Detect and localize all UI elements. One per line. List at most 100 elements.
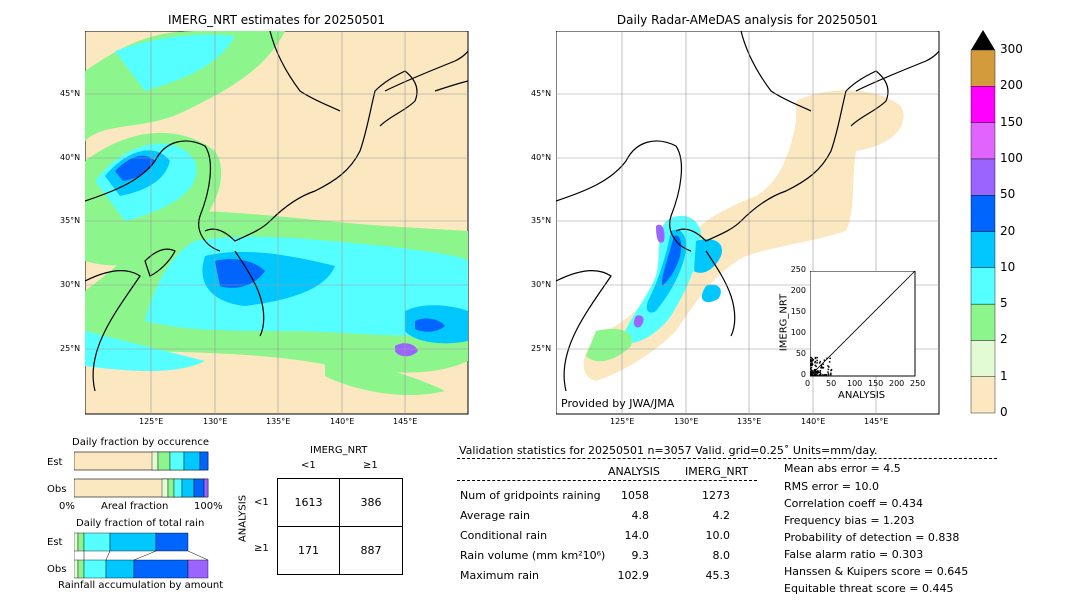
scatter-point (818, 362, 821, 364)
contingency-col-header: <1 (301, 460, 316, 471)
scatter-inset (810, 271, 916, 377)
scatter-point (830, 372, 832, 375)
totalrain-title: Daily fraction of total rain (76, 518, 205, 529)
scatter-ylabel: IMERG_NRT (778, 293, 790, 352)
right-map-lon-tick: 135°E (737, 417, 762, 426)
scatter-point (820, 373, 822, 376)
scatter-point (813, 374, 815, 376)
scatter-point (812, 371, 815, 373)
left-map-lon-tick: 140°E (330, 417, 355, 426)
scatter-point (812, 374, 814, 376)
colorbar (970, 30, 996, 414)
scatter-point (810, 369, 813, 371)
scatter-point (828, 366, 830, 368)
colorbar-extend-arrow (971, 30, 995, 50)
scatter-point (827, 374, 830, 376)
right-map-lat-tick: 40°N (531, 153, 552, 162)
contingency-cell: 1613 (294, 496, 323, 509)
scatter-point (818, 374, 821, 376)
scatter-point (816, 372, 819, 375)
scatter-point (816, 359, 818, 362)
left-map-lat-tick: 30°N (60, 280, 81, 289)
scatter-point (810, 374, 812, 376)
contingency-cell: 386 (360, 496, 382, 509)
occurrence-xlabel-left: 0% (59, 501, 75, 512)
validation-header: Validation statistics for 20250501 n=305… (459, 444, 878, 457)
scatter-point (810, 356, 812, 359)
scatter-point (828, 361, 831, 363)
scatter-point (811, 358, 814, 360)
validation-row-imerg: 10.0 (705, 529, 731, 542)
scatter-y-tick: 50 (795, 349, 806, 358)
validation-row-label: Rain volume (mm km²10⁶) (460, 549, 606, 562)
scatter-x-tick: 0 (805, 379, 811, 388)
totalrain-row-obs: Obs (47, 564, 67, 575)
scatter-point (830, 368, 833, 371)
scatter-point (810, 368, 812, 370)
right-map-lon-tick: 130°E (674, 417, 699, 426)
contingency-row-title: ANALYSIS (237, 494, 249, 543)
scatter-point (822, 374, 824, 376)
left-map-coastlines (85, 31, 469, 392)
colorbar-tick-label: 2 (1000, 332, 1008, 347)
colorbar-tick-label: 10 (1000, 259, 1016, 274)
validation-row-imerg: 45.3 (705, 569, 731, 582)
scatter-point (827, 371, 829, 373)
colorbar-tick-label: 300 (1000, 42, 1023, 56)
right-map-lat-tick: 45°N (531, 89, 552, 98)
scatter-point (810, 364, 812, 367)
scatter-point (814, 371, 816, 374)
colorbar-segment (970, 267, 996, 305)
validation-score: Equitable threat score = 0.445 (784, 582, 954, 595)
contingency-grid: 1613 386 171 887 (277, 478, 403, 575)
scatter-point (820, 366, 822, 369)
right-map-coastlines (556, 31, 940, 392)
scatter-point (822, 367, 824, 369)
contingency-col-title: IMERG_NRT (310, 445, 368, 456)
scatter-point (819, 371, 821, 374)
scatter-point (810, 371, 812, 374)
scatter-x-tick: 50 (826, 379, 837, 388)
scatter-point (811, 372, 814, 374)
scatter-point (816, 374, 819, 376)
scatter-point (810, 366, 813, 369)
scatter-y-tick: 0 (800, 370, 806, 379)
right-map-lat-tick: 35°N (531, 216, 552, 225)
scatter-point (820, 364, 822, 367)
scatter-point (819, 373, 822, 375)
left-map-title: IMERG_NRT estimates for 20250501 (168, 13, 385, 27)
validation-score: Hanssen & Kuipers score = 0.645 (784, 565, 969, 578)
scatter-x-tick: 200 (889, 379, 905, 388)
scatter-x-tick: 250 (910, 379, 926, 388)
right-map-lon-tick: 140°E (801, 417, 826, 426)
scatter-xlabel: ANALYSIS (838, 390, 886, 401)
scatter-points (810, 356, 833, 376)
scatter-y-tick: 200 (790, 286, 806, 295)
scatter-y-tick: 250 (790, 265, 806, 274)
occurrence-bars (74, 451, 209, 498)
validation-row-label: Conditional rain (460, 529, 548, 542)
occurrence-row-est: Est (47, 457, 63, 468)
scatter-point (826, 357, 828, 360)
scatter-x-tick: 150 (868, 379, 884, 388)
scatter-point (829, 357, 831, 360)
scatter-y-tick: 100 (790, 328, 806, 337)
contingency-row-header: ≥1 (254, 543, 269, 554)
totalrain-xlabel: Rainfall accumulation by amount (58, 580, 224, 591)
colorbar-tick-label: 200 (1000, 78, 1023, 93)
validation-score: Probability of detection = 0.838 (784, 531, 960, 544)
colorbar-segment (970, 231, 996, 268)
totalrain-row-est: Est (47, 537, 63, 548)
validation-row-analysis: 4.8 (631, 509, 650, 522)
contingency-col-header: ≥1 (363, 460, 378, 471)
colorbar-tick-label: 50 (1000, 187, 1016, 202)
colorbar-segment (970, 49, 996, 87)
occurrence-row-obs: Obs (47, 484, 67, 495)
scatter-point (815, 365, 817, 368)
left-map-lat-tick: 45°N (60, 89, 81, 98)
validation-col-imerg: IMERG_NRT (685, 465, 749, 478)
right-map-title: Daily Radar-AMeDAS analysis for 20250501 (616, 13, 879, 27)
occurrence-title: Daily fraction by occurence (72, 437, 210, 448)
validation-row-label: Maximum rain (460, 569, 539, 582)
colorbar-segment (970, 194, 996, 232)
